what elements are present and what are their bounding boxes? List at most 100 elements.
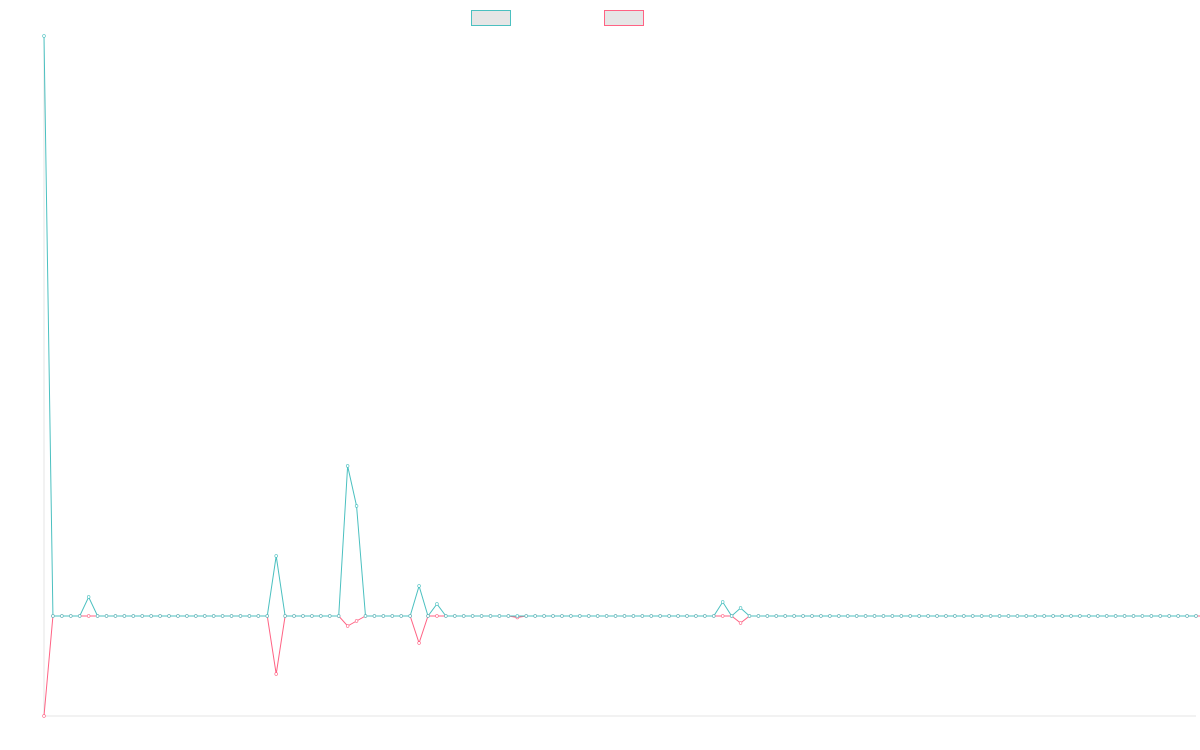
data-point[interactable] (1176, 614, 1180, 618)
data-point[interactable] (738, 621, 743, 625)
data-point[interactable] (551, 614, 555, 618)
data-point[interactable] (42, 34, 46, 38)
data-point[interactable] (971, 614, 975, 618)
data-point[interactable] (738, 606, 743, 610)
data-point[interactable] (354, 619, 359, 623)
data-point[interactable] (1051, 614, 1055, 618)
data-point[interactable] (283, 614, 287, 618)
data-point[interactable] (408, 614, 412, 618)
data-point[interactable] (345, 464, 350, 468)
data-point[interactable] (908, 614, 912, 618)
data-point[interactable] (1006, 614, 1011, 618)
data-point[interactable] (470, 614, 475, 618)
data-point[interactable] (622, 614, 627, 618)
data-point[interactable] (578, 614, 582, 618)
data-point[interactable] (435, 614, 439, 618)
data-point[interactable] (185, 614, 189, 618)
data-point[interactable] (863, 614, 868, 618)
data-point[interactable] (1131, 614, 1136, 618)
data-point[interactable] (854, 614, 859, 618)
data-point[interactable] (979, 614, 984, 618)
data-point[interactable] (846, 614, 850, 618)
data-point[interactable] (497, 614, 502, 618)
data-point[interactable] (328, 614, 332, 618)
data-point[interactable] (176, 614, 180, 618)
data-point[interactable] (310, 614, 314, 618)
data-point[interactable] (720, 614, 725, 618)
data-point[interactable] (720, 600, 725, 604)
data-point[interactable] (238, 614, 243, 618)
data-point[interactable] (256, 614, 261, 618)
legend-item-series-2[interactable] (604, 9, 650, 27)
data-point[interactable] (712, 614, 716, 618)
data-point[interactable] (417, 641, 421, 645)
data-point[interactable] (1149, 614, 1154, 618)
data-point[interactable] (783, 614, 787, 618)
data-point[interactable] (1167, 614, 1171, 618)
data-point[interactable] (1024, 614, 1029, 618)
data-point[interactable] (319, 614, 323, 618)
data-point[interactable] (417, 584, 421, 588)
data-point[interactable] (515, 614, 519, 618)
data-point[interactable] (1087, 614, 1091, 618)
data-point[interactable] (810, 614, 814, 618)
data-point[interactable] (694, 614, 698, 618)
data-point[interactable] (649, 614, 653, 618)
data-point[interactable] (381, 614, 386, 618)
data-point[interactable] (1194, 614, 1198, 618)
data-point[interactable] (542, 614, 546, 618)
data-point[interactable] (194, 614, 198, 618)
data-point[interactable] (1158, 614, 1162, 618)
data-point[interactable] (1060, 614, 1064, 618)
data-point[interactable] (595, 614, 600, 618)
data-point[interactable] (881, 614, 886, 618)
data-point[interactable] (569, 614, 573, 618)
data-point[interactable] (462, 614, 466, 618)
data-point[interactable] (453, 614, 457, 618)
data-point[interactable] (220, 614, 225, 618)
data-point[interactable] (274, 672, 278, 676)
data-point[interactable] (444, 614, 448, 618)
data-point[interactable] (426, 614, 430, 618)
data-point[interactable] (354, 504, 359, 508)
data-point[interactable] (1140, 614, 1145, 618)
data-point[interactable] (131, 614, 136, 618)
data-point[interactable] (247, 614, 252, 618)
data-point[interactable] (479, 614, 484, 618)
data-point[interactable] (104, 614, 109, 618)
data-point[interactable] (229, 614, 234, 618)
data-point[interactable] (819, 614, 823, 618)
data-point[interactable] (113, 614, 118, 618)
data-point[interactable] (292, 614, 296, 618)
data-point[interactable] (1042, 614, 1046, 618)
data-point[interactable] (1078, 614, 1082, 618)
data-point[interactable] (301, 614, 305, 618)
data-point[interactable] (756, 614, 761, 618)
data-point[interactable] (926, 614, 930, 618)
data-point[interactable] (122, 614, 127, 618)
data-point[interactable] (533, 614, 537, 618)
data-point[interactable] (506, 614, 511, 618)
data-point[interactable] (399, 614, 403, 618)
data-point[interactable] (703, 614, 707, 618)
data-point[interactable] (631, 614, 636, 618)
data-point[interactable] (274, 554, 278, 558)
data-point[interactable] (765, 614, 770, 618)
data-point[interactable] (988, 614, 993, 618)
data-point[interactable] (774, 614, 778, 618)
data-point[interactable] (69, 614, 73, 618)
data-point[interactable] (801, 614, 805, 618)
data-point[interactable] (899, 614, 903, 618)
data-point[interactable] (890, 614, 895, 618)
data-point[interactable] (613, 614, 618, 618)
data-point[interactable] (95, 614, 100, 618)
data-point[interactable] (1122, 614, 1127, 618)
data-point[interactable] (1096, 614, 1100, 618)
data-point[interactable] (337, 614, 341, 618)
data-point[interactable] (51, 614, 55, 618)
data-point[interactable] (828, 614, 832, 618)
data-point[interactable] (363, 614, 368, 618)
data-point[interactable] (658, 614, 662, 618)
data-point[interactable] (265, 614, 269, 618)
data-point[interactable] (944, 614, 948, 618)
